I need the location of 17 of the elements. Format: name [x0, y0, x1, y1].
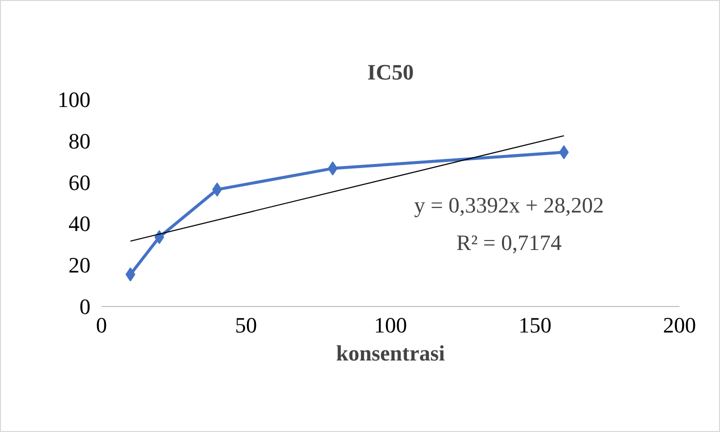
x-tick-label: 50 [235, 312, 257, 338]
annotation: y = 0,3392x + 28,202 [414, 192, 604, 218]
annotation: R² = 0,7174 [456, 230, 562, 255]
y-tick-label: 60 [68, 170, 90, 195]
y-tick-label: 40 [68, 211, 90, 236]
point [328, 161, 338, 176]
x-axis-title: konsentrasi [336, 340, 445, 366]
x-tick-label: 200 [663, 312, 696, 338]
y-tick-label: 100 [58, 87, 90, 112]
chart-title: IC50 [367, 60, 414, 84]
x-tick-label: 150 [518, 312, 552, 338]
x-tick-label: 100 [374, 312, 407, 338]
y-tick-label: 80 [68, 128, 90, 154]
x-tick-label: 0 [96, 312, 107, 338]
y-tick-label: 0 [80, 294, 90, 319]
point [154, 230, 164, 244]
y-tick-label: 20 [68, 252, 90, 278]
